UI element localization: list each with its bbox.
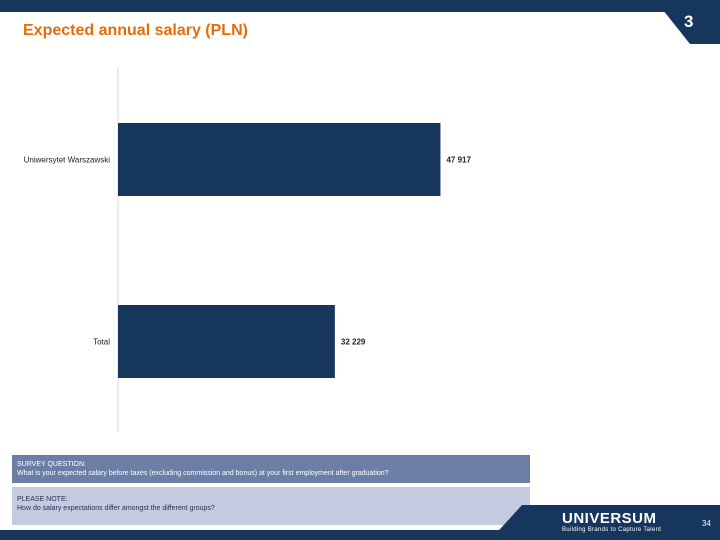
please-note-box: PLEASE NOTE: How do salary expectations …	[12, 487, 530, 525]
brand-block	[490, 505, 720, 540]
bar-0	[118, 123, 441, 196]
bar-1	[118, 305, 335, 378]
universum-logo: UNIVERSUM	[562, 510, 657, 527]
value-label-0: 47 917	[446, 156, 471, 165]
please-note-text: How do salary expectations differ amongs…	[17, 505, 215, 512]
header-bar	[0, 0, 720, 12]
value-label-1: 32 229	[341, 338, 366, 347]
please-note-label: PLEASE NOTE:	[17, 496, 68, 503]
page-number: 34	[702, 519, 711, 528]
footer-bar	[0, 530, 720, 540]
category-label-0: Uniwersytet Warszawski	[24, 156, 111, 165]
section-number: 3	[684, 12, 694, 31]
brand-tagline: Building Brands to Capture Talent	[562, 527, 662, 533]
category-label-1: Total	[93, 338, 110, 347]
survey-question-label: SURVEY QUESTION:	[17, 461, 86, 468]
slide-title: Expected annual salary (PLN)	[23, 22, 248, 39]
section-tab	[655, 0, 720, 44]
survey-question-box: SURVEY QUESTION: What is your expected s…	[12, 455, 530, 483]
survey-question-text: What is your expected salary before taxe…	[17, 470, 389, 477]
